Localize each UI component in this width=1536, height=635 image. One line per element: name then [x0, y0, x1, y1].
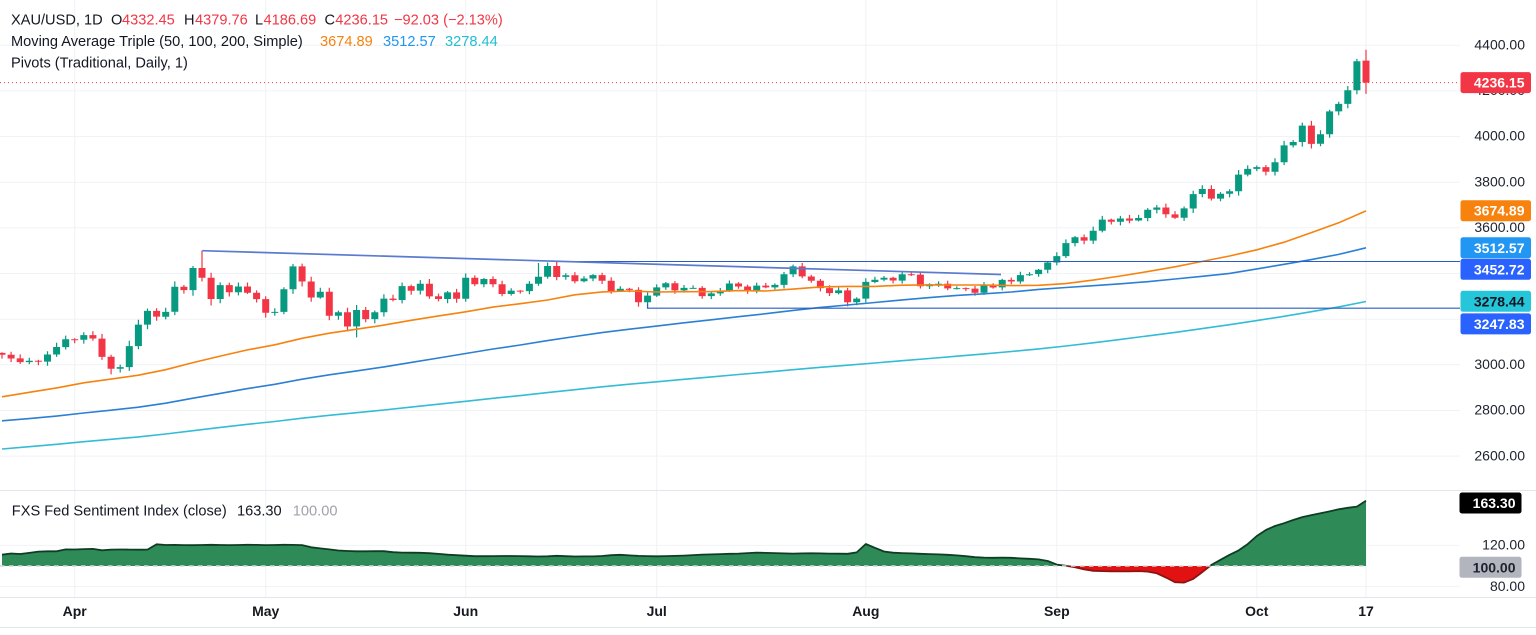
svg-text:4379.76: 4379.76 [195, 13, 248, 29]
svg-text:120.00: 120.00 [1482, 537, 1525, 553]
svg-text:Sep: Sep [1044, 603, 1070, 619]
svg-text:3000.00: 3000.00 [1474, 356, 1525, 372]
svg-text:Pivots (Traditional, Daily, 1): Pivots (Traditional, Daily, 1) [11, 56, 188, 72]
svg-text:3278.44: 3278.44 [1474, 293, 1525, 309]
svg-text:Oct: Oct [1245, 603, 1269, 619]
svg-text:17: 17 [1358, 603, 1374, 619]
svg-text:Jun: Jun [453, 603, 478, 619]
svg-text:Apr: Apr [63, 603, 88, 619]
svg-text:3674.89: 3674.89 [320, 34, 373, 50]
svg-text:100.00: 100.00 [1473, 559, 1516, 575]
svg-text:163.30: 163.30 [1473, 495, 1516, 511]
svg-text:163.30: 163.30 [237, 503, 282, 519]
svg-text:3674.89: 3674.89 [1474, 203, 1525, 219]
svg-text:4332.45: 4332.45 [122, 13, 175, 29]
svg-text:3512.57: 3512.57 [1474, 240, 1525, 256]
svg-text:4236.15: 4236.15 [335, 13, 388, 29]
svg-text:3452.72: 3452.72 [1474, 261, 1525, 277]
svg-text:4236.15: 4236.15 [1474, 75, 1525, 91]
svg-text:3600.00: 3600.00 [1474, 219, 1525, 235]
svg-text:4000.00: 4000.00 [1474, 128, 1525, 144]
svg-text:3512.57: 3512.57 [383, 34, 436, 50]
svg-text:3278.44: 3278.44 [445, 34, 498, 50]
svg-text:Jul: Jul [647, 603, 667, 619]
svg-text:−92.03 (−2.13%): −92.03 (−2.13%) [394, 13, 503, 29]
svg-text:Aug: Aug [852, 603, 879, 619]
svg-text:2600.00: 2600.00 [1474, 447, 1525, 463]
svg-text:3247.83: 3247.83 [1474, 316, 1525, 332]
svg-text:100.00: 100.00 [293, 503, 338, 519]
svg-text:FXS Fed Sentiment Index (close: FXS Fed Sentiment Index (close) [12, 503, 227, 519]
svg-text:4400.00: 4400.00 [1474, 36, 1525, 52]
svg-text:Moving Average Triple (50, 100: Moving Average Triple (50, 100, 200, Sim… [11, 34, 303, 50]
svg-text:3800.00: 3800.00 [1474, 173, 1525, 189]
svg-text:2800.00: 2800.00 [1474, 402, 1525, 418]
svg-text:80.00: 80.00 [1490, 578, 1525, 594]
svg-text:L: L [255, 13, 263, 29]
svg-text:XAU/USD, 1D: XAU/USD, 1D [11, 13, 103, 29]
svg-text:May: May [252, 603, 279, 619]
svg-text:O: O [111, 13, 122, 29]
svg-text:H: H [184, 13, 195, 29]
svg-text:C: C [325, 13, 336, 29]
svg-text:4186.69: 4186.69 [264, 13, 317, 29]
